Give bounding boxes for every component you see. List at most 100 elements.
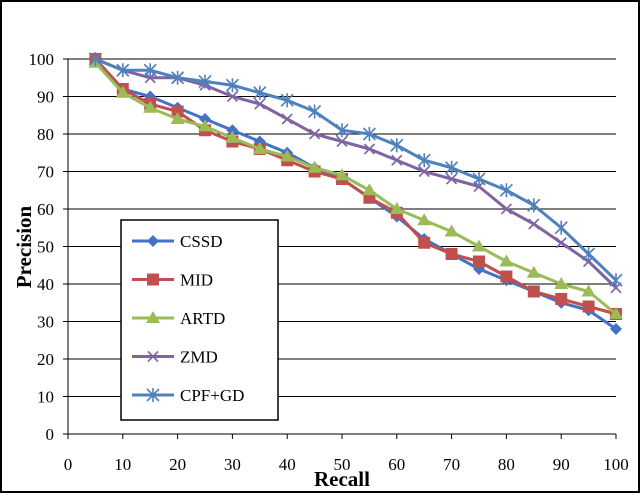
- data-point: [446, 173, 458, 185]
- data-point: [335, 123, 349, 138]
- data-point: [170, 112, 185, 124]
- legend-marker: [146, 388, 160, 402]
- series-group: [88, 52, 623, 335]
- legend-label: MID: [180, 271, 213, 290]
- y-tick-label: 20: [37, 350, 54, 369]
- legend-marker: [147, 350, 159, 363]
- data-point: [115, 85, 130, 98]
- data-point: [527, 198, 541, 213]
- y-tick-label: 50: [37, 238, 54, 257]
- data-point: [336, 135, 348, 148]
- y-tick-label: 80: [37, 125, 54, 144]
- data-point: [417, 213, 432, 226]
- axes: [63, 58, 617, 439]
- data-point: [280, 149, 295, 162]
- data-point: [390, 138, 404, 153]
- data-point: [280, 93, 294, 108]
- data-point: [445, 248, 458, 260]
- y-tick-label: 0: [46, 425, 55, 444]
- legend-label: CSSD: [180, 232, 223, 251]
- data-point: [581, 284, 596, 297]
- y-axis-title: Precision: [12, 205, 36, 288]
- series-artd: [88, 55, 623, 319]
- data-point: [418, 236, 431, 249]
- data-point: [499, 254, 514, 267]
- data-point: [391, 154, 403, 166]
- x-tick-label: 50: [334, 455, 351, 474]
- legend-label: ZMD: [180, 348, 218, 367]
- y-tick-label: 90: [37, 88, 54, 107]
- legend-marker: [146, 311, 160, 323]
- data-point: [445, 160, 459, 175]
- legend-marker: [147, 235, 159, 247]
- data-point: [418, 165, 430, 178]
- x-tick-label: 80: [498, 455, 515, 474]
- y-tick-label: 40: [37, 275, 54, 294]
- data-point: [610, 323, 622, 335]
- data-point: [116, 63, 130, 78]
- data-point: [171, 105, 184, 118]
- data-point: [143, 63, 157, 78]
- data-point: [362, 127, 376, 141]
- x-tick-label: 30: [224, 455, 241, 474]
- data-point: [281, 113, 293, 125]
- x-tick-label: 40: [279, 455, 296, 474]
- data-point: [362, 183, 377, 196]
- legend-label: ARTD: [180, 309, 225, 328]
- data-point: [555, 237, 567, 249]
- legend-label: CPF+GD: [180, 386, 244, 405]
- data-point: [554, 277, 569, 289]
- data-point: [308, 104, 322, 119]
- data-point: [389, 202, 404, 214]
- data-point: [526, 265, 541, 278]
- data-point: [226, 124, 239, 137]
- data-point: [609, 307, 623, 319]
- data-point: [582, 247, 596, 261]
- data-point: [225, 78, 239, 93]
- series-line: [94, 57, 618, 282]
- data-point: [499, 183, 513, 198]
- legend-entry: CPF+GD: [132, 386, 244, 405]
- data-point: [472, 172, 486, 186]
- data-point: [198, 119, 212, 132]
- x-tick-label: 90: [553, 455, 570, 474]
- data-point: [555, 293, 568, 305]
- data-point: [254, 98, 266, 110]
- data-point: [198, 74, 212, 89]
- data-point: [473, 255, 485, 268]
- data-point: [171, 70, 185, 85]
- x-tick-label: 10: [114, 455, 131, 474]
- data-point: [307, 160, 322, 173]
- data-point: [554, 220, 568, 235]
- x-tick-label: 60: [388, 455, 405, 474]
- y-tick-label: 60: [37, 200, 54, 219]
- legend-entry: CSSD: [132, 232, 223, 251]
- legend: CSSD MID ARTD ZMD CPF+GD: [120, 219, 279, 421]
- data-point: [335, 168, 349, 181]
- y-tick-label: 30: [37, 313, 54, 332]
- data-point: [527, 285, 540, 298]
- legend-entry: ARTD: [132, 309, 225, 328]
- x-axis-title: Recall: [314, 467, 370, 491]
- data-point: [500, 270, 513, 283]
- data-point: [253, 85, 267, 100]
- data-point: [199, 113, 211, 125]
- series-cpf-gd: [88, 52, 623, 288]
- x-tick-label: 70: [443, 455, 460, 474]
- data-point: [609, 273, 623, 288]
- legend-entry: MID: [132, 271, 213, 290]
- legend-entry: ZMD: [132, 348, 218, 367]
- legend-marker: [147, 273, 159, 286]
- x-tick-label: 100: [603, 455, 629, 474]
- data-point: [472, 239, 486, 252]
- y-tick-labels: 0 10 20 30 40 50 60 70 80 90 100: [29, 50, 55, 444]
- data-point: [88, 52, 102, 66]
- x-tick-labels: 0 10 20 30 40 50 60 70 80 90 100: [64, 455, 629, 474]
- data-point: [226, 90, 238, 103]
- data-point: [225, 130, 240, 143]
- data-point: [252, 142, 267, 154]
- x-tick-label: 20: [169, 455, 186, 474]
- y-tick-label: 100: [29, 50, 55, 69]
- data-point: [444, 224, 459, 237]
